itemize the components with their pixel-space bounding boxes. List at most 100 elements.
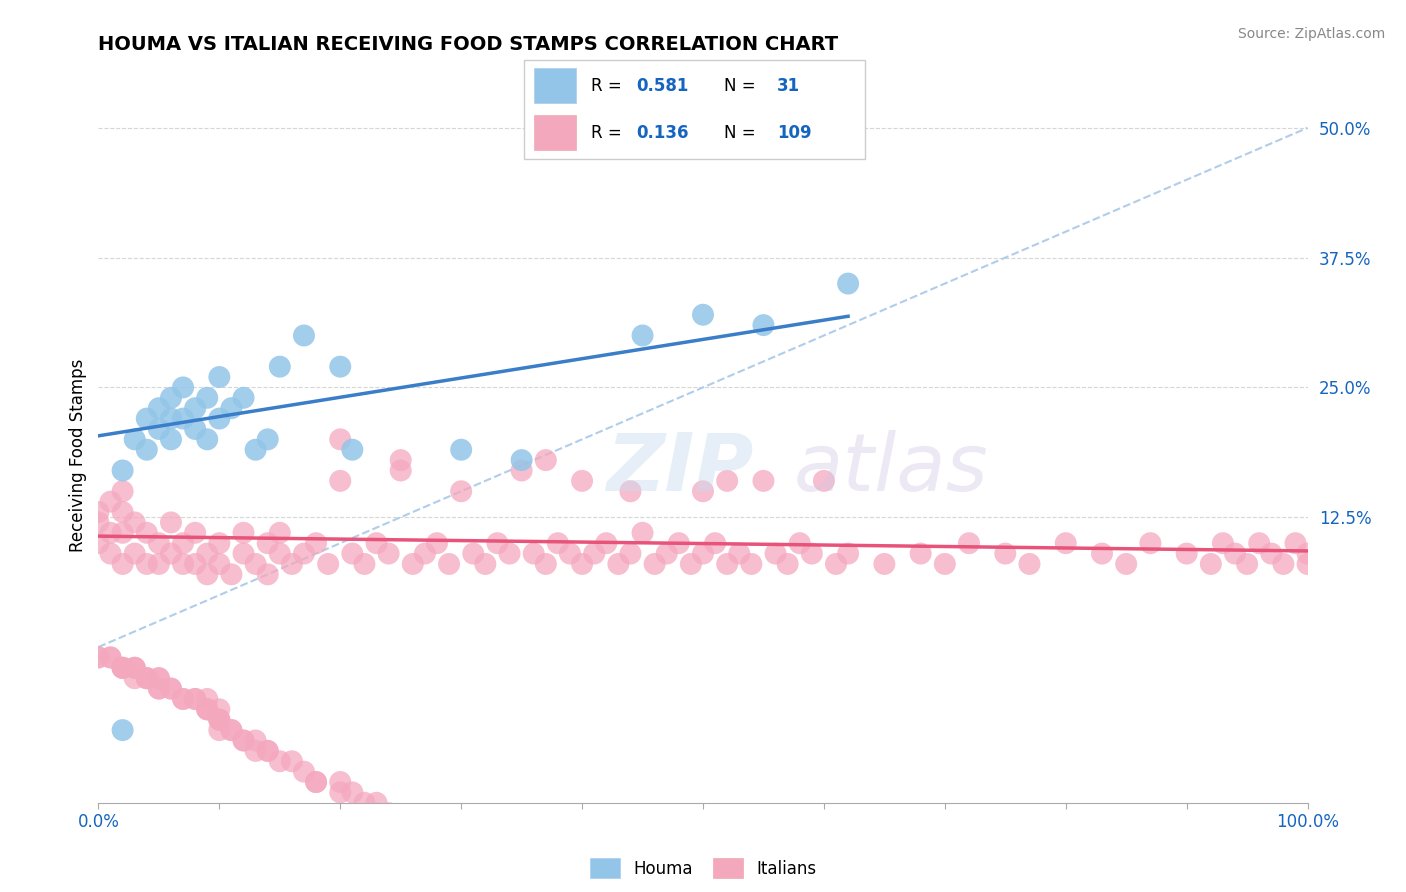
Point bbox=[668, 536, 690, 550]
Text: N =: N = bbox=[724, 124, 761, 142]
Point bbox=[269, 525, 291, 540]
Point bbox=[366, 796, 388, 810]
Point bbox=[111, 525, 134, 540]
Point bbox=[583, 547, 606, 561]
Point bbox=[765, 547, 787, 561]
Point bbox=[1054, 536, 1077, 550]
Point bbox=[100, 650, 122, 665]
Point bbox=[644, 557, 666, 571]
Point bbox=[437, 557, 460, 571]
Point bbox=[910, 547, 932, 561]
Point bbox=[221, 401, 243, 416]
Point bbox=[111, 505, 134, 519]
Point bbox=[474, 557, 496, 571]
Point bbox=[402, 557, 425, 571]
Point bbox=[269, 754, 291, 768]
Point bbox=[1223, 547, 1246, 561]
Text: HOUMA VS ITALIAN RECEIVING FOOD STAMPS CORRELATION CHART: HOUMA VS ITALIAN RECEIVING FOOD STAMPS C… bbox=[98, 35, 838, 54]
Point bbox=[316, 557, 339, 571]
Point bbox=[957, 536, 980, 550]
FancyBboxPatch shape bbox=[524, 60, 865, 159]
Point bbox=[135, 411, 157, 425]
Point bbox=[172, 380, 194, 394]
Point bbox=[111, 463, 134, 477]
Point bbox=[389, 816, 412, 830]
Point bbox=[148, 681, 170, 696]
Point bbox=[825, 557, 848, 571]
Point bbox=[184, 692, 207, 706]
Point bbox=[692, 547, 714, 561]
Point bbox=[305, 775, 328, 789]
Point bbox=[1212, 536, 1234, 550]
Point bbox=[752, 474, 775, 488]
Point bbox=[305, 775, 328, 789]
Point bbox=[87, 650, 110, 665]
Point bbox=[281, 754, 304, 768]
Point bbox=[232, 391, 254, 405]
Point bbox=[728, 547, 751, 561]
Point bbox=[426, 536, 449, 550]
Point bbox=[160, 681, 183, 696]
Point bbox=[208, 713, 231, 727]
Point bbox=[692, 308, 714, 322]
Point bbox=[1284, 536, 1306, 550]
Point bbox=[523, 547, 546, 561]
Point bbox=[87, 536, 110, 550]
Point bbox=[135, 671, 157, 685]
Point bbox=[87, 505, 110, 519]
Point bbox=[111, 661, 134, 675]
Point bbox=[245, 557, 267, 571]
Point bbox=[135, 525, 157, 540]
Text: 109: 109 bbox=[778, 124, 811, 142]
Point bbox=[402, 827, 425, 841]
Point bbox=[160, 516, 183, 530]
Point bbox=[329, 785, 352, 799]
Point bbox=[111, 484, 134, 499]
Point bbox=[1272, 557, 1295, 571]
Point bbox=[1139, 536, 1161, 550]
Point bbox=[1296, 557, 1319, 571]
Point bbox=[934, 557, 956, 571]
Point bbox=[148, 536, 170, 550]
Point bbox=[366, 536, 388, 550]
Point bbox=[100, 525, 122, 540]
Point bbox=[1018, 557, 1040, 571]
Point bbox=[135, 671, 157, 685]
Point bbox=[450, 442, 472, 457]
Text: Source: ZipAtlas.com: Source: ZipAtlas.com bbox=[1237, 27, 1385, 41]
Point bbox=[195, 702, 218, 716]
Point bbox=[148, 671, 170, 685]
Point bbox=[292, 328, 315, 343]
Point bbox=[232, 733, 254, 747]
Point bbox=[184, 557, 207, 571]
Point bbox=[124, 661, 146, 675]
Point bbox=[571, 557, 593, 571]
Point bbox=[208, 557, 231, 571]
Point bbox=[160, 547, 183, 561]
Point bbox=[679, 557, 702, 571]
Point bbox=[292, 764, 315, 779]
Point bbox=[1199, 557, 1222, 571]
Point bbox=[148, 422, 170, 436]
Point bbox=[184, 692, 207, 706]
Point bbox=[1115, 557, 1137, 571]
Point bbox=[256, 567, 278, 582]
Point bbox=[366, 806, 388, 821]
Point bbox=[534, 453, 557, 467]
Point bbox=[389, 453, 412, 467]
Point bbox=[208, 702, 231, 716]
Text: ZIP: ZIP bbox=[606, 430, 754, 508]
Point bbox=[1091, 547, 1114, 561]
Point bbox=[195, 702, 218, 716]
Point bbox=[148, 681, 170, 696]
Point bbox=[245, 733, 267, 747]
Point bbox=[450, 484, 472, 499]
Point bbox=[619, 547, 641, 561]
Point bbox=[510, 453, 533, 467]
Point bbox=[208, 536, 231, 550]
Point bbox=[353, 796, 375, 810]
Point bbox=[256, 536, 278, 550]
Point bbox=[547, 536, 569, 550]
Point bbox=[135, 671, 157, 685]
Point bbox=[413, 547, 436, 561]
